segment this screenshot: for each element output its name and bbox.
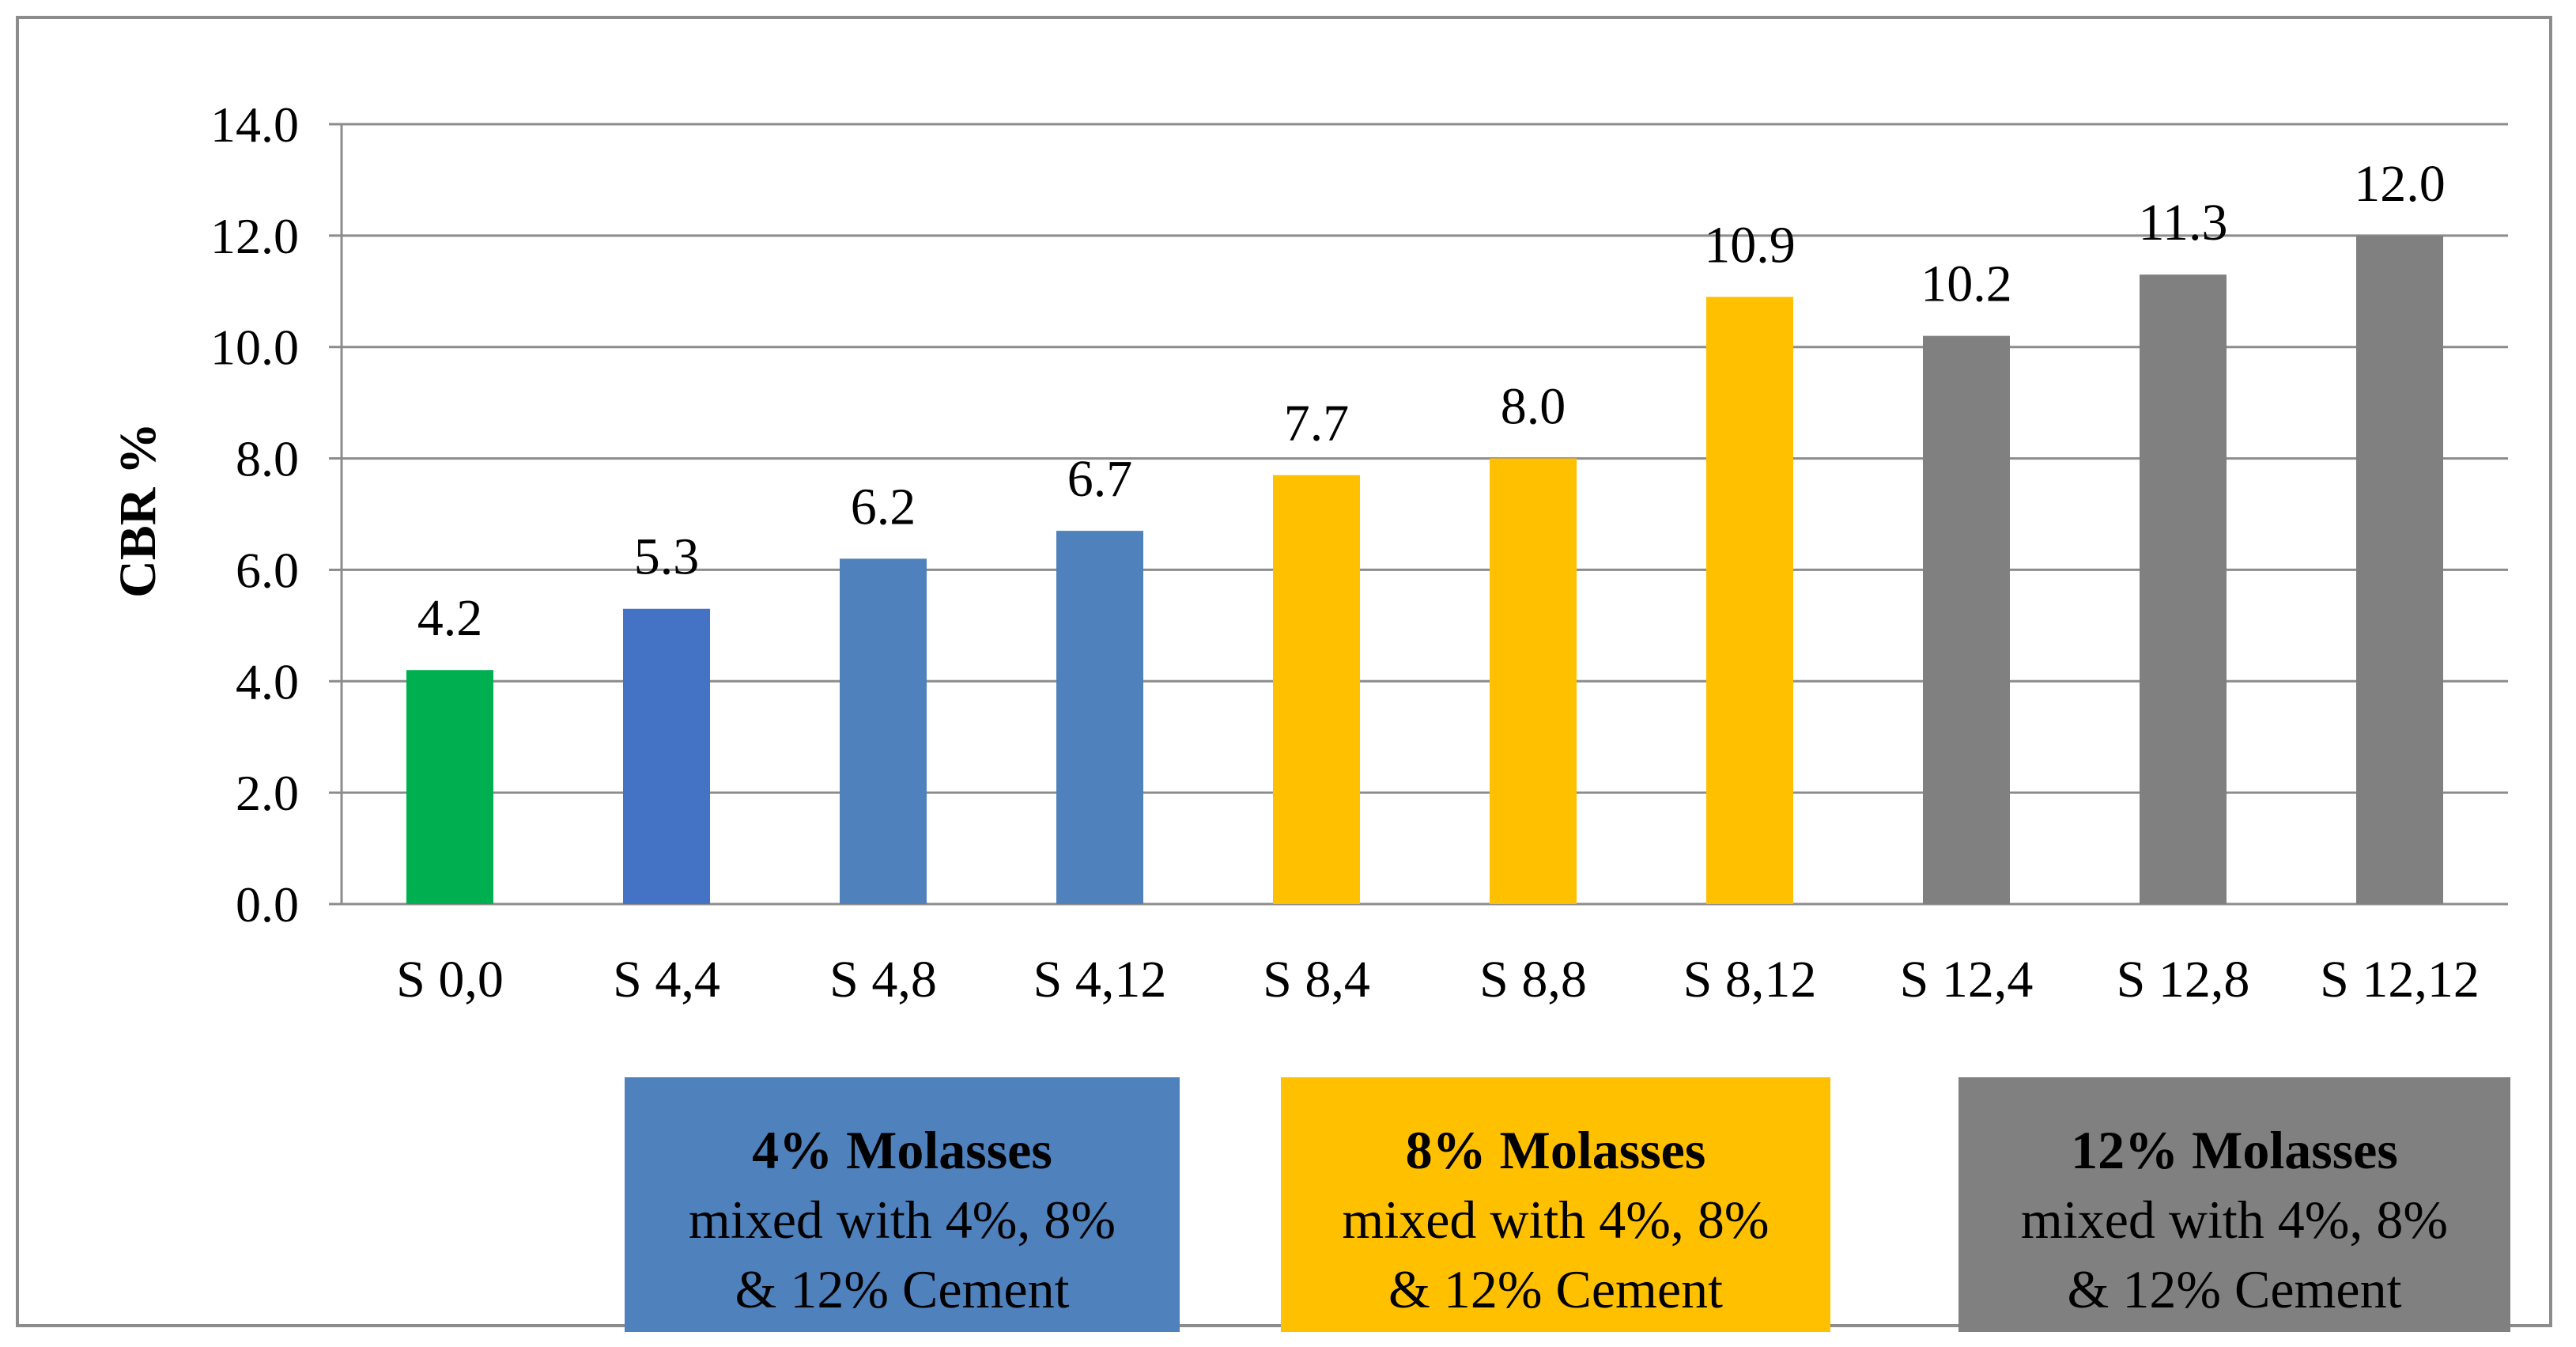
data-labels: 4.2 5.3 6.2 6.7 7.7 8.0 10.9 10.2 11.3 12.0 <box>417 155 2446 647</box>
x-tick-label: S 8,8 <box>1479 951 1587 1008</box>
x-tick-label: S 4,4 <box>613 951 720 1008</box>
tick-labels: 0.0 2.0 4.0 6.0 8.0 10.0 12.0 14.0 S 0,0 S 4,4 S 4… <box>210 96 2480 1008</box>
x-tick-label: S 8,12 <box>1683 951 1817 1008</box>
data-label: 11.3 <box>2138 194 2227 252</box>
legend-line: & 12% Cement <box>2067 1259 2402 1319</box>
bar-s-12-8 <box>2140 274 2227 905</box>
y-tick-label: 14.0 <box>210 96 299 153</box>
bar-s-4-8 <box>840 558 927 904</box>
x-tick-label: S 0,0 <box>396 951 504 1008</box>
legend-title: 8% Molasses <box>1405 1120 1706 1180</box>
y-tick-label: 8.0 <box>236 431 299 487</box>
legend-line: & 12% Cement <box>1388 1259 1724 1319</box>
bar-s-0-0 <box>406 670 493 904</box>
data-label: 8.0 <box>1501 378 1566 436</box>
data-label: 7.7 <box>1284 395 1350 452</box>
bar-s-8-8 <box>1490 458 1577 904</box>
y-tick-label: 12.0 <box>210 208 299 264</box>
y-axis-label: CBR % <box>109 422 167 598</box>
y-tick-label: 2.0 <box>236 765 299 821</box>
x-tick-label: S 12,4 <box>1900 951 2034 1008</box>
x-tick-label: S 12,8 <box>2117 951 2250 1008</box>
x-tick-label: S 4,12 <box>1033 951 1167 1008</box>
bar-s-4-12 <box>1056 531 1143 904</box>
data-label: 12.0 <box>2354 155 2446 213</box>
data-label: 5.3 <box>634 528 700 586</box>
bar-s-12-4 <box>1923 335 2010 905</box>
legend-title: 12% Molasses <box>2071 1120 2398 1180</box>
x-tick-label: S 8,4 <box>1263 951 1370 1008</box>
data-label: 6.7 <box>1067 450 1133 508</box>
legend-12pct-molasses: 12% Molasses mixed with 4%, 8% & 12% Cem… <box>1958 1077 2510 1332</box>
data-label: 6.2 <box>851 478 916 535</box>
legend-4pct-molasses: 4% Molasses mixed with 4%, 8% & 12% Ceme… <box>625 1077 1180 1332</box>
legend-title: 4% Molasses <box>752 1120 1052 1180</box>
data-label: 10.2 <box>1921 255 2012 313</box>
legend-line: mixed with 4%, 8% <box>2020 1190 2449 1250</box>
bar-s-12-12 <box>2356 235 2443 904</box>
x-tick-label: S 4,8 <box>829 951 937 1008</box>
legend-line: mixed with 4%, 8% <box>1342 1190 1770 1250</box>
legend-8pct-molasses: 8% Molasses mixed with 4%, 8% & 12% Ceme… <box>1281 1077 1830 1332</box>
bar-s-8-4 <box>1273 475 1360 904</box>
y-tick-label: 4.0 <box>236 653 299 709</box>
bars <box>406 235 2443 905</box>
y-tick-label: 0.0 <box>236 876 299 933</box>
legend-line: mixed with 4%, 8% <box>688 1190 1116 1250</box>
y-tick-label: 10.0 <box>210 320 299 376</box>
legend-line: & 12% Cement <box>735 1259 1070 1319</box>
bar-s-4-4 <box>623 608 710 904</box>
y-tick-label: 6.0 <box>236 542 299 598</box>
data-label: 4.2 <box>417 589 483 647</box>
data-label: 10.9 <box>1704 216 1796 274</box>
x-tick-label: S 12,12 <box>2320 951 2480 1008</box>
bar-s-8-12 <box>1706 297 1793 904</box>
